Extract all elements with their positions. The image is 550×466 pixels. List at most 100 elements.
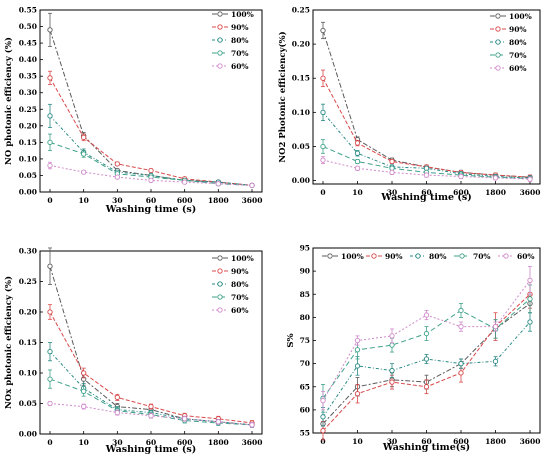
- x-tick-label: 10: [352, 188, 362, 197]
- y-tick-label: 0.10: [19, 369, 37, 378]
- y-tick-label: 75: [300, 336, 310, 345]
- x-tick-label: 30: [112, 438, 122, 447]
- x-tick-label: 60: [146, 196, 156, 205]
- y-tick-label: 0.20: [19, 121, 37, 130]
- x-tick-label: 0: [320, 188, 325, 197]
- data-point: [389, 367, 395, 374]
- data-point: [320, 75, 326, 81]
- data-point: [47, 75, 53, 81]
- legend-swatch-marker: [217, 50, 223, 56]
- y-tick-label: 65: [300, 382, 310, 391]
- x-tick-label: 10: [352, 437, 362, 446]
- data-point: [148, 413, 154, 419]
- data-point: [320, 143, 326, 150]
- legend-swatch-marker: [217, 281, 223, 287]
- y-tick-label: 0.05: [292, 142, 310, 151]
- legend-label: 100%: [509, 12, 532, 21]
- legend-label: 90%: [509, 25, 527, 34]
- plot-frame: [39, 9, 263, 193]
- legend-swatch-marker: [327, 253, 333, 259]
- legend-label: 90%: [231, 267, 249, 276]
- y-axis-label: S%: [286, 333, 296, 347]
- data-point: [527, 277, 533, 284]
- data-point: [458, 323, 464, 330]
- legend-swatch-marker: [495, 52, 501, 58]
- data-point: [492, 175, 499, 181]
- series-100%: [320, 21, 533, 180]
- y-tick-label: 0.00: [292, 176, 310, 185]
- data-point: [47, 376, 53, 382]
- y-tick-label: 0.30: [19, 88, 37, 97]
- y-tick-label: 85: [300, 290, 310, 299]
- data-point: [148, 177, 154, 184]
- legend-label: 70%: [231, 293, 249, 302]
- data-point: [81, 370, 87, 376]
- chart-panel-bottom-left: 0.00 0.05 0.10 0.15 0.20 0.25 0.30 0 10 30 60 600 18…: [3, 247, 263, 455]
- data-point: [148, 403, 154, 410]
- data-point: [492, 323, 499, 330]
- legend-swatch-marker: [217, 37, 223, 43]
- y-tick-label: 0.25: [19, 105, 37, 114]
- data-point: [389, 169, 395, 176]
- data-point: [81, 403, 87, 410]
- y-tick-label: 0.05: [19, 171, 37, 180]
- data-point: [114, 394, 120, 401]
- series-line: [49, 266, 253, 426]
- y-tick-label: 0.25: [19, 277, 37, 286]
- x-tick-label: 30: [387, 437, 397, 446]
- x-tick-label: 60: [421, 188, 431, 197]
- y-tick-label: 0.45: [19, 39, 37, 48]
- data-point: [47, 27, 53, 33]
- data-point: [47, 263, 53, 269]
- data-point: [354, 391, 361, 397]
- series-80%: [320, 312, 533, 427]
- legend-label: 100%: [341, 252, 364, 261]
- x-tick-label: 1800: [485, 188, 506, 197]
- y-tick-label: 0.20: [292, 40, 310, 49]
- y-tick-label: 90: [300, 267, 310, 276]
- legend-swatch-marker: [495, 26, 501, 32]
- data-point: [47, 139, 53, 146]
- data-point: [354, 150, 361, 156]
- plot-frame: [312, 9, 541, 185]
- legend: 100% 90% 80% 70% 60%: [212, 10, 254, 71]
- x-tick-label: 10: [78, 196, 88, 205]
- data-point: [182, 179, 188, 185]
- data-point: [114, 174, 120, 180]
- y-axis-label: NO photonic efficiency (%): [3, 37, 14, 165]
- y-tick-label: 0.30: [19, 247, 37, 256]
- data-point: [423, 356, 430, 362]
- legend-label: 80%: [231, 280, 249, 289]
- x-tick-label: 0: [320, 437, 325, 446]
- legend-label: 90%: [231, 23, 249, 32]
- legend-swatch-marker: [495, 13, 501, 19]
- y-tick-label: 0.20: [19, 308, 37, 317]
- y-tick-label: 0.00: [19, 188, 37, 197]
- data-point: [81, 169, 87, 175]
- data-point: [81, 134, 87, 141]
- y-tick-label: 0.10: [292, 108, 310, 117]
- data-point: [215, 181, 221, 187]
- data-point: [114, 409, 120, 416]
- data-point: [423, 330, 430, 337]
- data-point: [492, 358, 499, 364]
- x-tick-label: 30: [112, 196, 122, 205]
- legend-swatch-marker: [371, 253, 377, 259]
- x-tick-label: 3600: [242, 196, 263, 205]
- legend-swatch-marker: [217, 294, 223, 300]
- y-axis-label: NOx photonic efficiency (%): [3, 276, 14, 409]
- legend-label: 70%: [473, 252, 491, 261]
- data-point: [389, 342, 395, 348]
- legend-label: 60%: [231, 306, 249, 315]
- legend-label: 60%: [509, 64, 527, 73]
- x-tick-label: 600: [177, 438, 193, 447]
- series-60%: [320, 156, 533, 182]
- legend-label: 70%: [509, 51, 527, 60]
- series-100%: [47, 12, 255, 189]
- data-point: [458, 307, 464, 314]
- y-tick-label: 0.15: [19, 138, 37, 147]
- data-point: [354, 140, 361, 146]
- x-tick-label: 1800: [208, 438, 229, 447]
- y-tick-label: 70: [300, 359, 310, 368]
- legend-label: 80%: [509, 38, 527, 47]
